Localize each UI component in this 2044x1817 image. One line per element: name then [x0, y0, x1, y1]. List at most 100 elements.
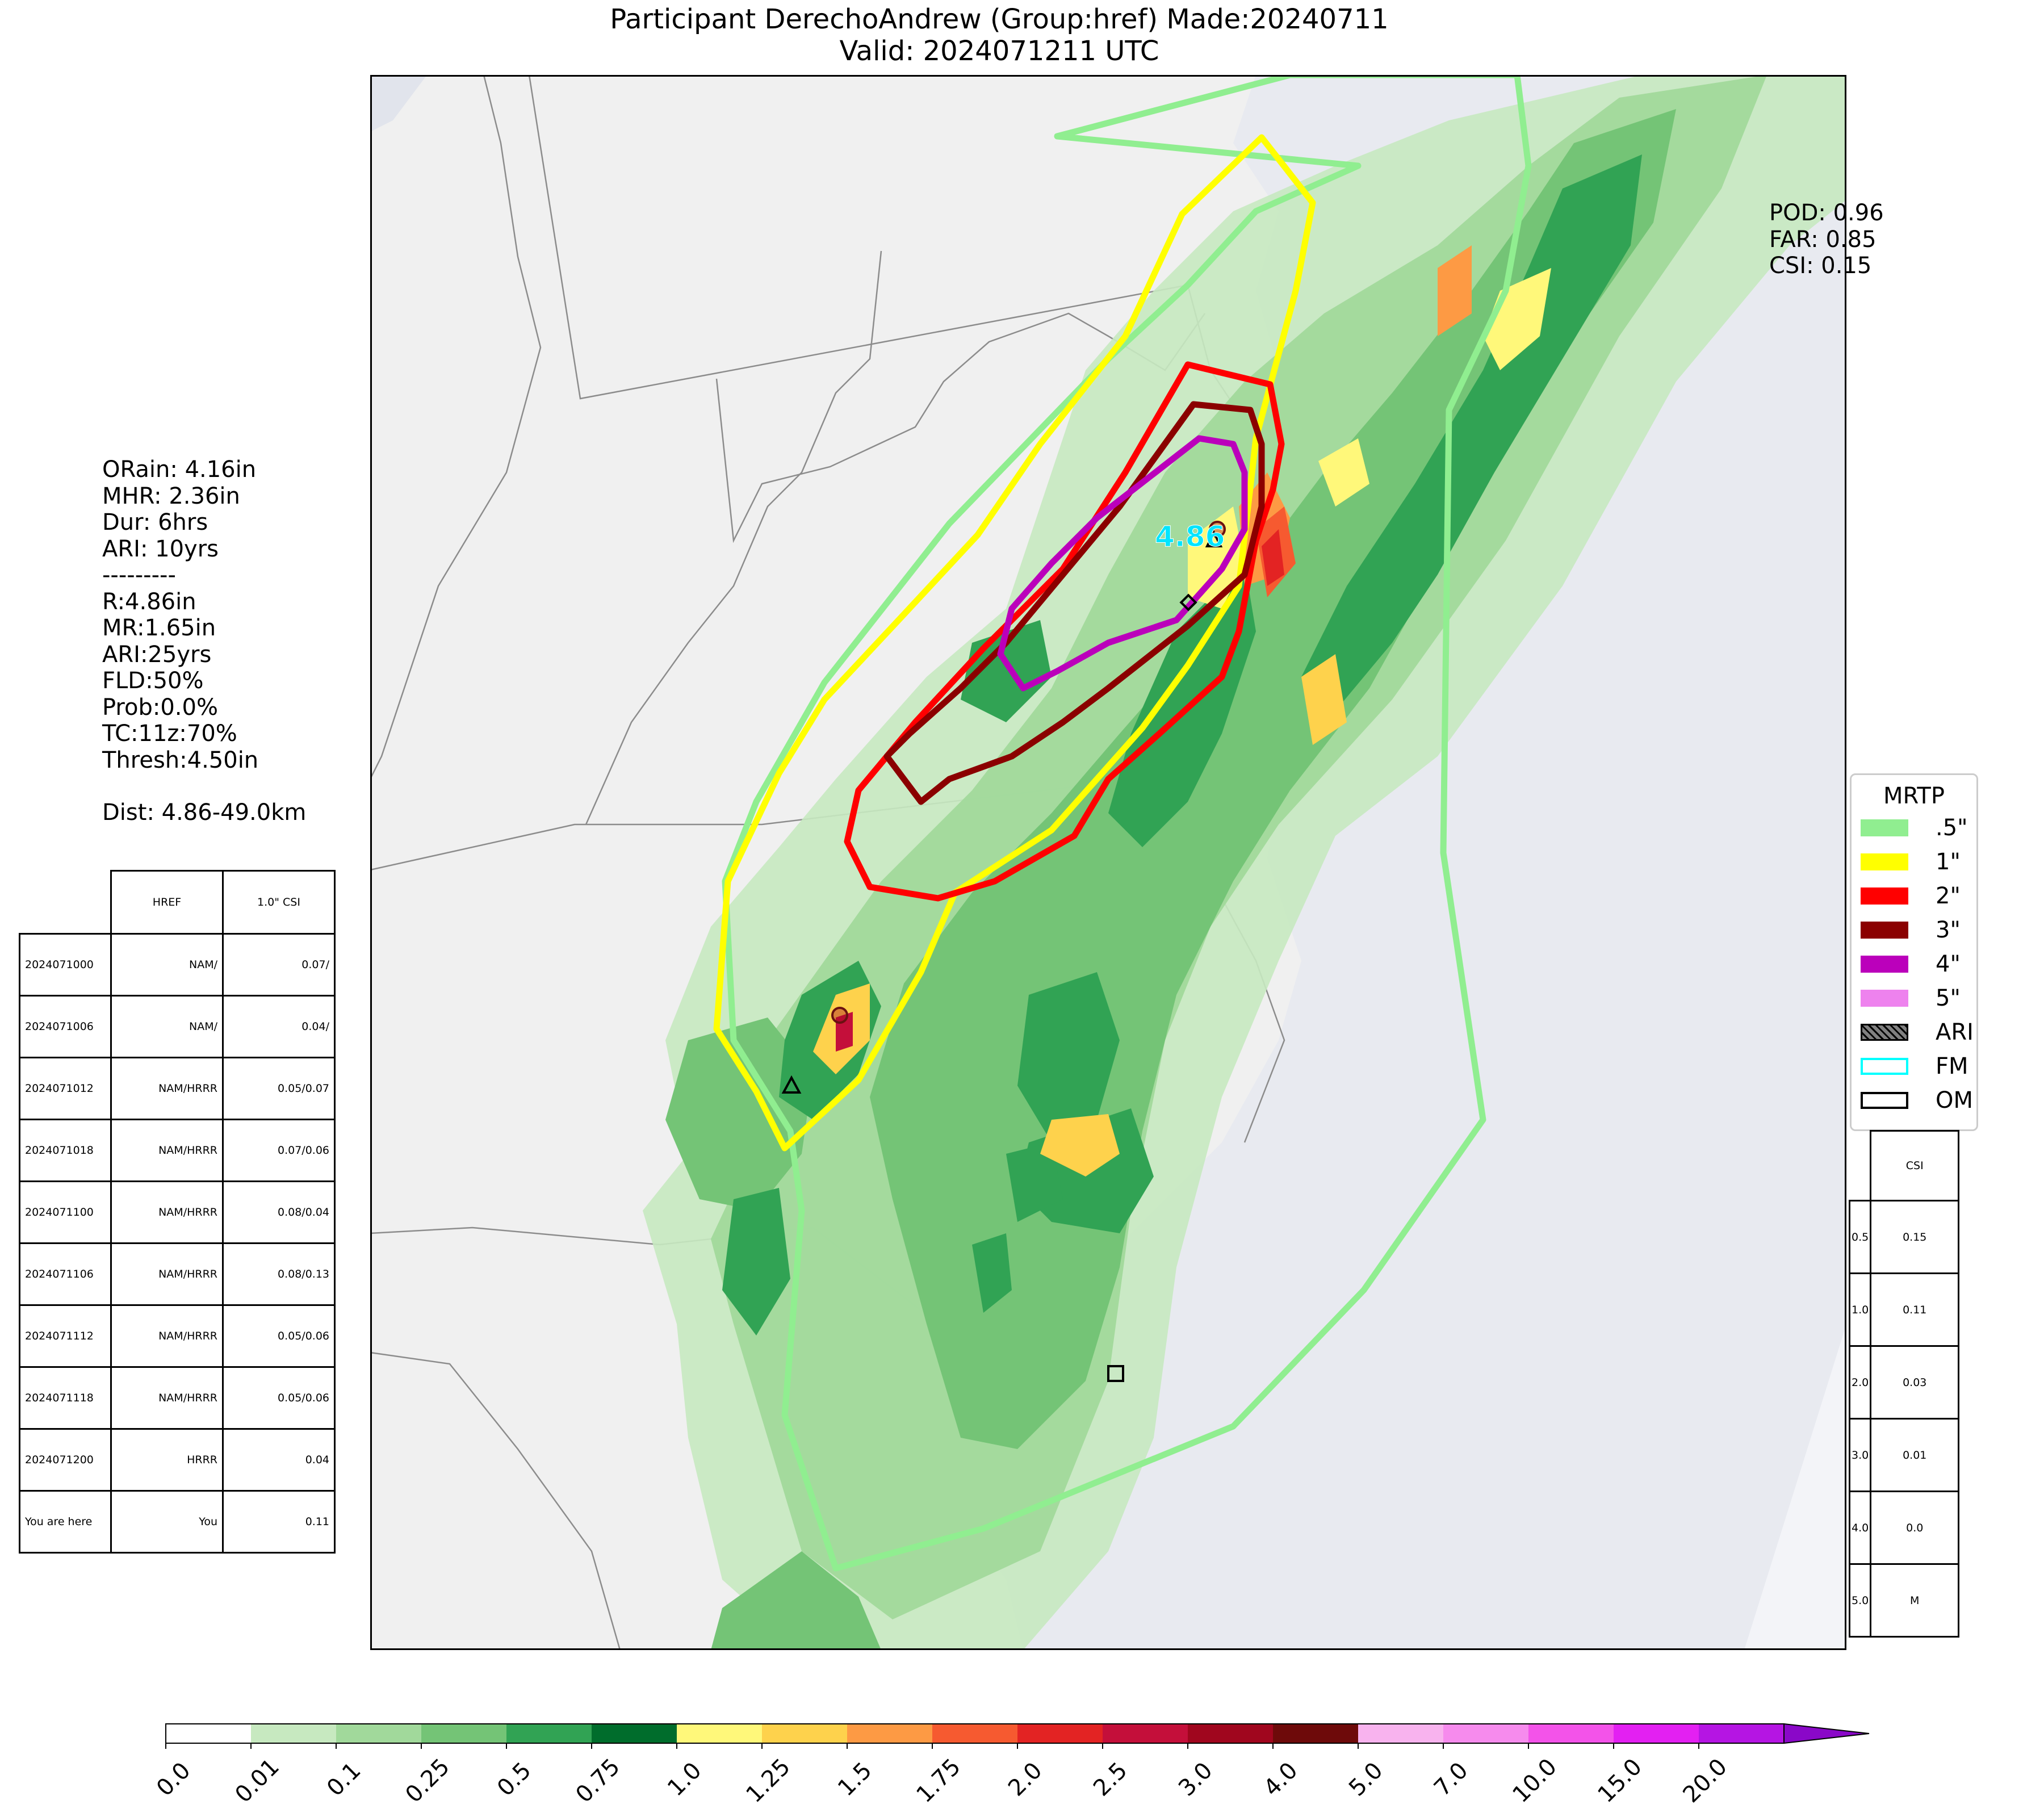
history-csi-cell: 0.07/ [222, 933, 336, 997]
colorbar-segment [1103, 1724, 1188, 1743]
csi-row: 1.0 0.11 [1848, 1272, 1960, 1347]
csi-value-cell: 0.0 [1870, 1491, 1960, 1565]
colorbar-segment [1443, 1724, 1529, 1743]
legend-swatch [1861, 819, 1908, 836]
legend-swatch [1861, 1092, 1908, 1109]
history-row: 2024071012 NAM/HRRR 0.05/0.07 [19, 1057, 336, 1120]
csi-value-cell: 0.01 [1870, 1418, 1960, 1492]
history-row: 2024071000 NAM/0.07/ [19, 933, 336, 997]
csi-row: 0.5 0.15 [1848, 1200, 1960, 1274]
contour-3in [883, 401, 1265, 805]
history-row: 2024071200 HRRR 0.04 [19, 1428, 336, 1492]
dist-stat: Dist: 4.86-49.0km [102, 799, 307, 826]
precip-field [643, 75, 1846, 1650]
history-run-cell: 2024071106 [19, 1242, 112, 1306]
legend-label: OM [1936, 1087, 1973, 1113]
ari-triangle-south [781, 1075, 802, 1094]
verification-scores: POD: 0.96 FAR: 0.85 CSI: 0.15 [1769, 200, 1884, 279]
colorbar-segment [421, 1724, 507, 1743]
legend-swatch [1861, 853, 1908, 870]
history-csi-cell: 0.08/0.13 [222, 1242, 336, 1306]
csi-value-cell: M [1870, 1563, 1960, 1638]
csi-threshold-cell: 4.0 [1848, 1491, 1872, 1565]
history-row: 2024071106 NAM/HRRR 0.08/0.13 [19, 1242, 336, 1306]
csi-value-cell: 0.15 [1870, 1200, 1960, 1274]
history-model-cell: You [110, 1490, 224, 1554]
colorbar-segment [677, 1724, 763, 1743]
mrtp-contours [713, 75, 1532, 1572]
history-csi-cell: 0.11 [222, 1490, 336, 1554]
legend-swatch [1861, 956, 1908, 973]
open-ocean-lighter [1744, 1324, 1846, 1650]
csi-threshold-cell: 5.0 [1848, 1563, 1872, 1638]
colorbar-segment [1188, 1724, 1274, 1743]
csi-table: CSI 0.5 0.15 1.0 0.11 2.0 0.03 3.0 0.01 4.0 0.0 5.0… [1848, 1130, 1960, 1638]
colorbar-segment [1699, 1724, 1785, 1743]
legend-item: 3" [1861, 918, 1974, 942]
history-run-cell: 2024071200 [19, 1428, 112, 1492]
history-model-cell: NAM/HRRR [110, 1304, 224, 1368]
csi-row: 5.0 M [1848, 1563, 1960, 1638]
contour-2in [844, 361, 1285, 902]
history-run-cell: 2024071118 [19, 1366, 112, 1430]
history-model-cell: NAM/ [110, 933, 224, 997]
legend-label: 2" [1936, 883, 1961, 909]
history-model-cell: NAM/HRRR [110, 1119, 224, 1182]
obs-markers [781, 521, 1226, 1382]
legend-title: MRTP [1883, 783, 1945, 809]
history-header-row: HREF 1.0" CSI [19, 870, 336, 935]
far-score: FAR: 0.85 [1769, 226, 1877, 253]
history-row: 2024071112 NAM/HRRR 0.05/0.06 [19, 1304, 336, 1368]
legend-swatch [1861, 1058, 1908, 1075]
history-row: 2024071118 NAM/HRRR 0.05/0.06 [19, 1366, 336, 1430]
figure-title: Participant DerechoAndrew (Group:href) M… [610, 3, 1389, 35]
csi-row: 4.0 0.0 [1848, 1491, 1960, 1565]
legend-item: 2" [1861, 883, 1974, 909]
history-model-cell: NAM/HRRR [110, 1366, 224, 1430]
legend-swatch [1861, 1024, 1908, 1041]
csi-threshold-cell: 1.0 [1848, 1272, 1872, 1347]
colorbar-segment [592, 1724, 677, 1743]
csi-threshold-cell: 2.0 [1848, 1345, 1872, 1420]
om-square-coast [1107, 1365, 1124, 1382]
legend-item: OM [1861, 1087, 1974, 1113]
legend-swatch [1861, 887, 1908, 905]
history-csi-cell: 0.07/0.06 [222, 1119, 336, 1182]
history-header-0 [19, 870, 112, 935]
csi-header: CSI [1870, 1130, 1960, 1201]
history-table: HREF 1.0" CSI 2024071000 NAM/0.07/202407100… [19, 870, 336, 1554]
great-lakes-corner [370, 75, 427, 132]
legend-item: ARI [1861, 1020, 1974, 1044]
csi-value-cell: 0.11 [1870, 1272, 1960, 1347]
tc-stat: TC:11z:70% [102, 721, 237, 747]
history-header-1: HREF [110, 870, 224, 935]
om-square-center [1179, 593, 1197, 612]
legend-item: .5" [1861, 815, 1974, 841]
legend-item: 5" [1861, 986, 1974, 1010]
legend-swatch [1861, 990, 1908, 1007]
colorbar-segment [1358, 1724, 1444, 1743]
history-csi-cell: 0.04/ [222, 995, 336, 1058]
history-run-cell: 2024071006 [19, 995, 112, 1058]
colorbar-segment [251, 1724, 337, 1743]
mr-stat: MR:1.65in [102, 615, 216, 641]
mhr-stat: MHR: 2.36in [102, 483, 240, 509]
orain-stat: ORain: 4.16in [102, 457, 257, 483]
history-run-cell: 2024071012 [19, 1057, 112, 1120]
history-run-cell: 2024071000 [19, 933, 112, 997]
csi-row: 3.0 0.01 [1848, 1418, 1960, 1492]
csi-score: CSI: 0.15 [1769, 253, 1872, 279]
legend-label: .5" [1936, 815, 1968, 841]
colorbar-segment [1017, 1724, 1103, 1743]
mrtp-legend: MRTP .5" 1" 2" 3" 4" 5" ARI FM OM [1850, 773, 1978, 1131]
om-circle-south [831, 1007, 848, 1024]
map-panel: 4.86 [370, 75, 1846, 1650]
csi-value-cell: 0.03 [1870, 1345, 1960, 1420]
history-csi-cell: 0.05/0.07 [222, 1057, 336, 1120]
thresh-stat: Thresh:4.50in [102, 747, 259, 773]
colorbar-segment [1614, 1724, 1699, 1743]
history-csi-cell: 0.05/0.06 [222, 1304, 336, 1368]
history-run-cell: 2024071018 [19, 1119, 112, 1182]
colorbar-segment [506, 1724, 592, 1743]
